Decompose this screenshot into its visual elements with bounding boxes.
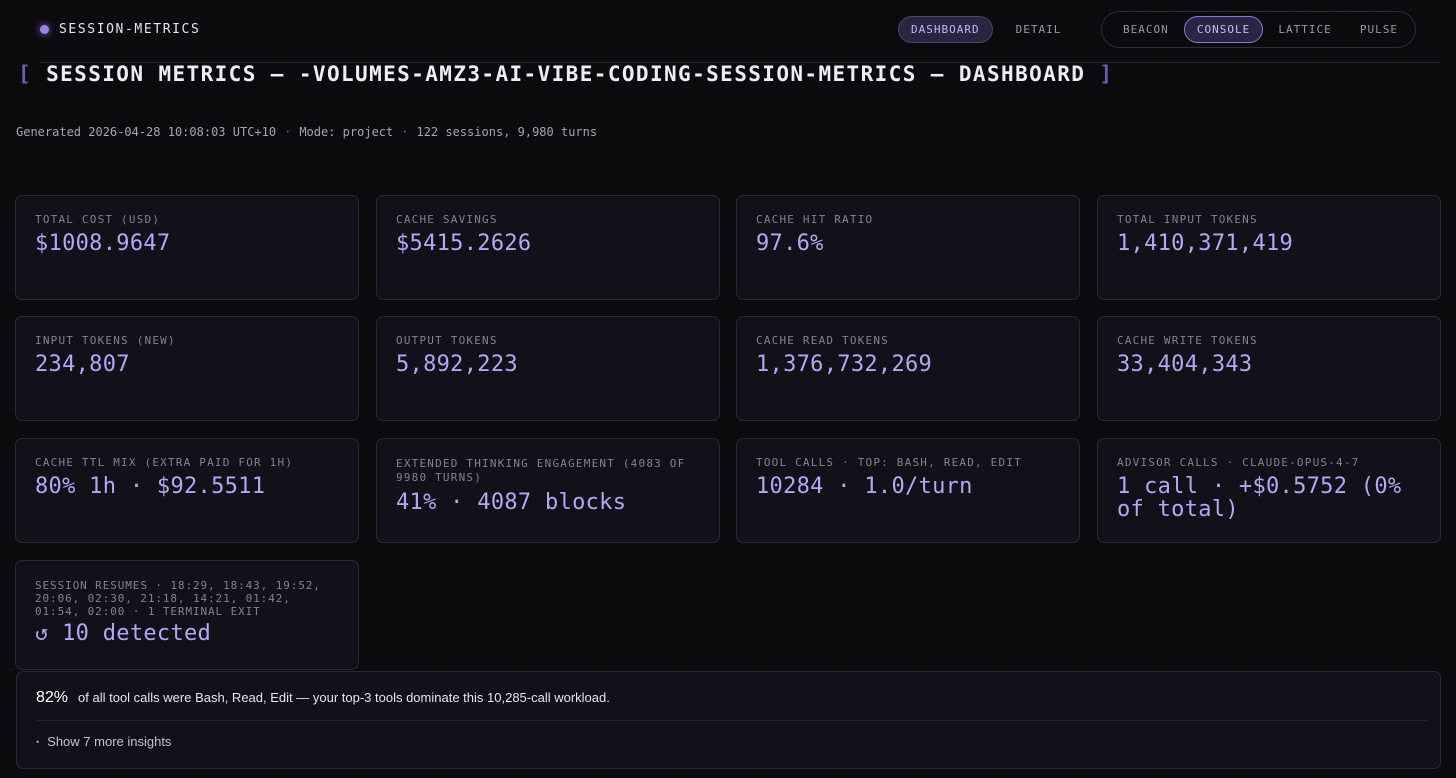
theme-console-button[interactable]: CONSOLE: [1183, 16, 1264, 43]
metric-label: CACHE HIT RATIO: [756, 213, 874, 226]
metric-value: 234,807: [35, 352, 130, 377]
metric-value: $1008.9647: [35, 231, 171, 256]
metric-label: CACHE SAVINGS: [396, 213, 498, 226]
meta-line: Generated 2026-04-28 10:08:03 UTC+10 · Mod…: [16, 125, 597, 139]
metric-value: $5415.2626: [396, 231, 532, 256]
title-open-bracket: [: [18, 62, 33, 86]
page-title: [ SESSION METRICS — -VOLUMES-AMZ3-AI-VIB…: [18, 62, 1113, 86]
meta-separator: ·: [284, 125, 292, 139]
metric-label: INPUT TOKENS (NEW): [35, 334, 176, 347]
metric-card-cache-ttl-mix: CACHE TTL MIX (EXTRA PAID FOR 1H) 80% 1h…: [15, 438, 359, 543]
metric-card-advisor-calls: ADVISOR CALLS · CLAUDE-OPUS-4-7 1 call ·…: [1097, 438, 1441, 543]
metric-label: TOTAL COST (USD): [35, 213, 161, 226]
metric-card-cache-write-tokens: CACHE WRITE TOKENS 33,404,343: [1097, 316, 1441, 421]
metric-label: EXTENDED THINKING ENGAGEMENT (4083 OF 99…: [396, 457, 686, 484]
brand[interactable]: SESSION-METRICS: [40, 20, 200, 38]
insight-percentage: 82%: [36, 689, 69, 706]
metric-card-total-cost: TOTAL COST (USD) $1008.9647: [15, 195, 359, 300]
theme-lattice-button[interactable]: LATTICE: [1278, 23, 1332, 36]
session-counts: 122 sessions, 9,980 turns: [416, 125, 598, 139]
metric-label: TOOL CALLS · TOP: BASH, READ, EDIT: [756, 456, 1022, 469]
insight-text: of all tool calls were Bash, Read, Edit …: [78, 690, 610, 705]
metric-label: ADVISOR CALLS · CLAUDE-OPUS-4-7: [1117, 456, 1360, 469]
metric-label: CACHE TTL MIX (EXTRA PAID FOR 1H): [35, 456, 294, 469]
theme-beacon-button[interactable]: BEACON: [1123, 23, 1169, 36]
status-dot-icon: [40, 24, 49, 34]
insight-headline: 82% of all tool calls were Bash, Read, E…: [36, 689, 610, 707]
metric-value: 41% · 4087 blocks: [396, 490, 627, 515]
metric-value: 1,410,371,419: [1117, 231, 1294, 256]
insights-divider: [36, 720, 1428, 721]
title-close-bracket: ]: [1099, 62, 1114, 86]
metric-label: OUTPUT TOKENS: [396, 334, 498, 347]
metric-label: CACHE WRITE TOKENS: [1117, 334, 1258, 347]
metric-value: 1,376,732,269: [756, 352, 933, 377]
show-more-label: Show 7 more insights: [47, 734, 172, 749]
theme-switcher: BEACON CONSOLE LATTICE PULSE: [1101, 11, 1416, 48]
metric-value: 1 call · +$0.5752 (0% of total): [1117, 474, 1402, 522]
mode-label: Mode: project: [299, 125, 394, 139]
metric-card-output-tokens: OUTPUT TOKENS 5,892,223: [376, 316, 720, 421]
metric-label: CACHE READ TOKENS: [756, 334, 889, 347]
metric-value: 97.6%: [756, 231, 824, 256]
metric-card-session-resumes: SESSION RESUMES · 18:29, 18:43, 19:52, 2…: [15, 560, 359, 670]
metric-label: SESSION RESUMES · 18:29, 18:43, 19:52, 2…: [35, 579, 321, 618]
tab-dashboard[interactable]: DASHBOARD: [898, 16, 993, 43]
insights-panel: 82% of all tool calls were Bash, Read, E…: [16, 671, 1441, 769]
header-divider: [40, 62, 1440, 63]
metric-card-tool-calls: TOOL CALLS · TOP: BASH, READ, EDIT 10284…: [736, 438, 1080, 543]
show-more-insights-toggle[interactable]: • Show 7 more insights: [36, 734, 171, 749]
bullet-icon: •: [36, 736, 40, 747]
title-text: SESSION METRICS — -VOLUMES-AMZ3-AI-VIBE-…: [46, 62, 1086, 86]
theme-pulse-button[interactable]: PULSE: [1359, 23, 1398, 36]
brand-text: SESSION-METRICS: [59, 21, 201, 37]
metric-value: 10284 · 1.0/turn: [756, 474, 973, 499]
metric-card-extended-thinking: EXTENDED THINKING ENGAGEMENT (4083 OF 99…: [376, 438, 720, 543]
metric-label: TOTAL INPUT TOKENS: [1117, 213, 1258, 226]
metric-value: ↺ 10 detected: [35, 621, 212, 646]
metric-value: 5,892,223: [396, 352, 518, 377]
meta-separator: ·: [401, 125, 409, 139]
tab-detail[interactable]: DETAIL: [1015, 23, 1062, 36]
generated-timestamp: Generated 2026-04-28 10:08:03 UTC+10: [16, 125, 277, 139]
view-nav: DASHBOARD DETAIL: [898, 16, 1074, 43]
metric-card-cache-hit-ratio: CACHE HIT RATIO 97.6%: [736, 195, 1080, 300]
metric-value: 33,404,343: [1117, 352, 1253, 377]
metric-card-cache-read-tokens: CACHE READ TOKENS 1,376,732,269: [736, 316, 1080, 421]
metric-card-input-tokens-new: INPUT TOKENS (NEW) 234,807: [15, 316, 359, 421]
metric-card-cache-savings: CACHE SAVINGS $5415.2626: [376, 195, 720, 300]
metric-value: 80% 1h · $92.5511: [35, 474, 266, 499]
metric-card-total-input-tokens: TOTAL INPUT TOKENS 1,410,371,419: [1097, 195, 1441, 300]
